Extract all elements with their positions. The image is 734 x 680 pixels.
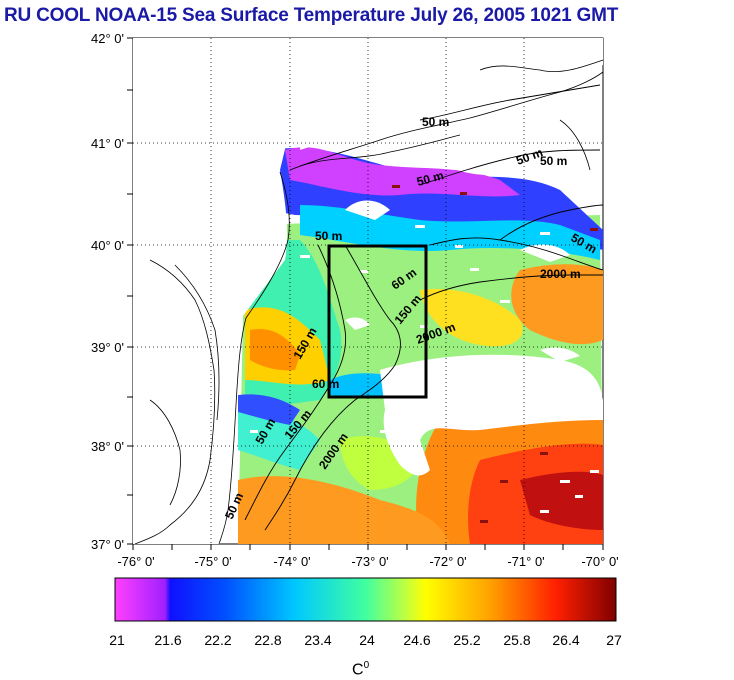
lat-label: 38° 0' xyxy=(91,439,124,454)
lon-label: -74° 0' xyxy=(273,554,310,569)
coastline xyxy=(134,59,604,545)
colorbar-tick: 27 xyxy=(606,632,622,648)
lat-label: 40° 0' xyxy=(91,238,124,253)
unit-superscript: 0 xyxy=(363,660,370,671)
lon-label: -76° 0' xyxy=(117,554,154,569)
lat-label: 41° 0' xyxy=(91,136,124,151)
svg-text:50 m: 50 m xyxy=(422,115,449,129)
colorbar-tick: 22.8 xyxy=(254,632,282,648)
colorbar-tick: 21.6 xyxy=(154,632,182,648)
latitude-labels: 42° 0' 41° 0' 40° 0' 39° 0' 38° 0' 37° 0… xyxy=(91,31,124,552)
lon-label: -72° 0' xyxy=(429,554,466,569)
svg-text:50 m: 50 m xyxy=(315,229,342,243)
colorbar-tick: 23.4 xyxy=(304,632,332,648)
svg-text:50 m: 50 m xyxy=(540,154,567,168)
lon-label: -73° 0' xyxy=(351,554,388,569)
colorbar-unit: C0 xyxy=(352,660,369,679)
colorbar-tick: 21 xyxy=(109,632,125,648)
lat-label: 37° 0' xyxy=(91,537,124,552)
colorbar-tick: 25.8 xyxy=(503,632,531,648)
colorbar-tick: 22.2 xyxy=(204,632,232,648)
lon-label: -75° 0' xyxy=(194,554,231,569)
lat-label: 42° 0' xyxy=(91,31,124,46)
svg-text:50 m: 50 m xyxy=(415,168,445,189)
study-area-box xyxy=(327,244,428,399)
lon-label: -70° 0' xyxy=(581,554,618,569)
colorbar-tick: 24.6 xyxy=(403,632,431,648)
svg-text:2000 m: 2000 m xyxy=(540,267,581,281)
map-title: RU COOL NOAA-15 Sea Surface Temperature … xyxy=(4,5,619,26)
longitude-labels: -76° 0' -75° 0' -74° 0' -73° 0' -72° 0' … xyxy=(117,554,618,569)
colorbar-tick: 25.2 xyxy=(453,632,481,648)
colorbar-tick: 24 xyxy=(359,632,375,648)
lon-label: -71° 0' xyxy=(507,554,544,569)
graticule xyxy=(133,38,603,544)
unit-base: C xyxy=(352,661,364,679)
axis-ticks xyxy=(127,37,604,550)
colorbar-tick: 26.4 xyxy=(552,632,580,648)
lat-label: 39° 0' xyxy=(91,340,124,355)
sst-field xyxy=(133,38,603,544)
svg-text:60 m: 60 m xyxy=(312,377,339,391)
colorbar xyxy=(114,577,617,622)
